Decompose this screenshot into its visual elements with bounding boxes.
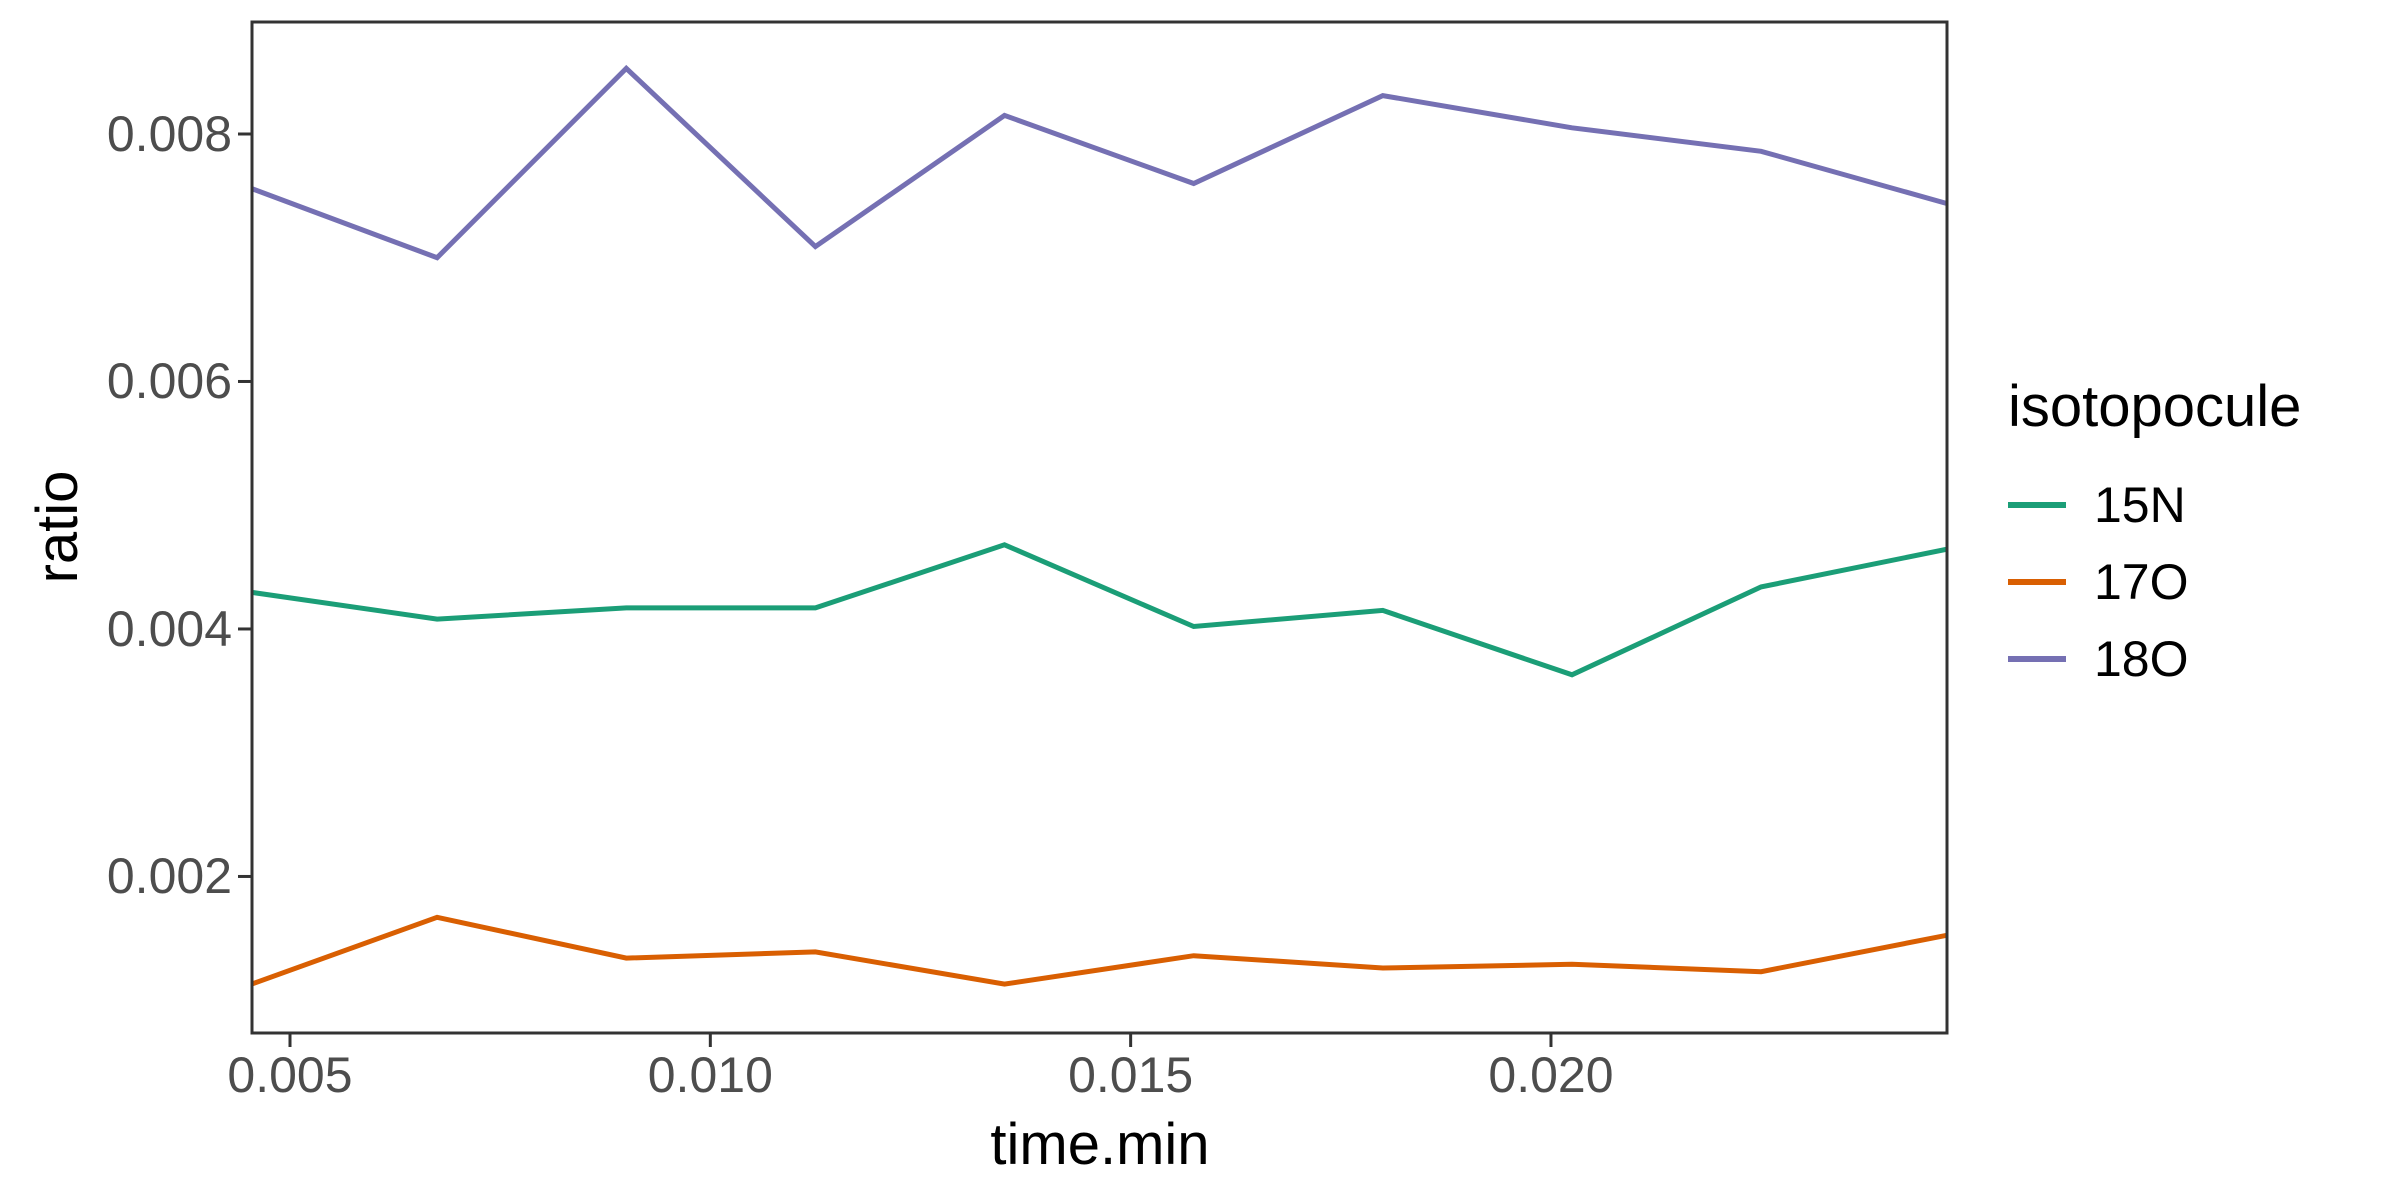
- legend-item: 18O: [2008, 620, 2301, 697]
- legend-item-label: 18O: [2094, 630, 2189, 687]
- panel-border: [250, 20, 1949, 1035]
- x-tick-label: 0.005: [227, 1047, 353, 1103]
- legend-items: 15N 17O 18O: [2008, 466, 2301, 697]
- legend-title: isotopocule: [2008, 374, 2302, 439]
- legend-key-15N-icon: [2008, 501, 2066, 508]
- legend: isotopocule 15N 17O 18O: [2008, 378, 2301, 697]
- x-tick-label: 0.010: [647, 1047, 773, 1103]
- x-axis-title: time.min: [990, 1112, 1210, 1177]
- x-tick-label: 0.015: [1068, 1047, 1194, 1103]
- x-tick-label: 0.020: [1488, 1047, 1614, 1103]
- legend-key-18O-icon: [2008, 655, 2066, 662]
- y-tick-label: 0.008: [106, 105, 232, 162]
- line-18O: [252, 64, 1947, 261]
- y-tick-label: 0.002: [106, 848, 232, 905]
- legend-item: 17O: [2008, 543, 2301, 620]
- legend-key-17O-icon: [2008, 578, 2066, 585]
- y-tick-label: 0.006: [106, 353, 232, 410]
- y-tick-label: 0.004: [106, 600, 232, 657]
- legend-item: 15N: [2008, 466, 2301, 543]
- legend-item-label: 15N: [2094, 476, 2186, 533]
- line-17O: [252, 914, 1947, 987]
- line-15N: [252, 542, 1947, 678]
- legend-item-label: 17O: [2094, 553, 2189, 610]
- y-axis-title: ratio: [25, 470, 90, 584]
